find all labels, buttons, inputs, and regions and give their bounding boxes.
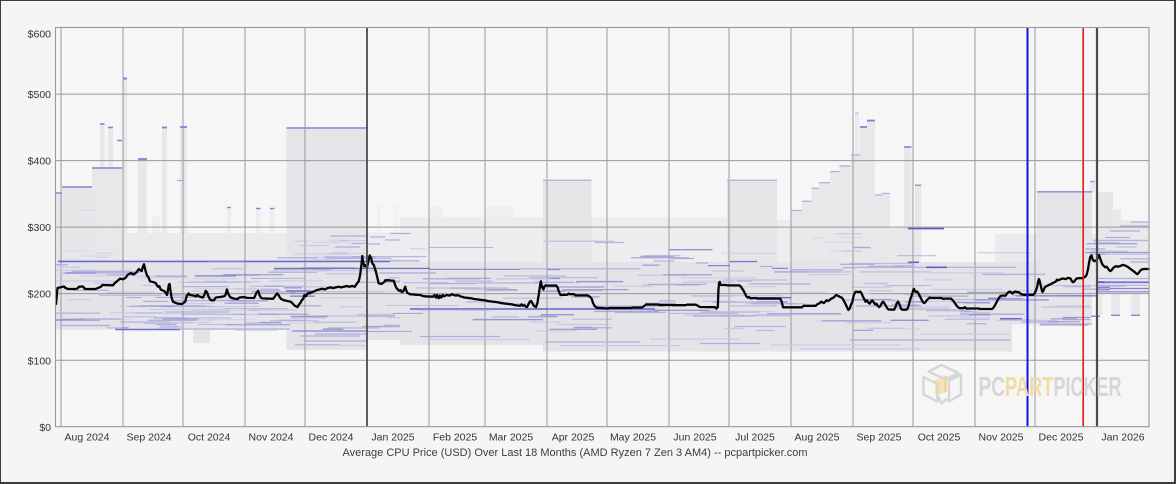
svg-text:Mar 2025: Mar 2025 <box>489 432 534 444</box>
svg-text:Oct 2025: Oct 2025 <box>918 432 961 444</box>
svg-text:Dec 2025: Dec 2025 <box>1039 432 1084 444</box>
svg-text:Nov 2025: Nov 2025 <box>979 432 1024 444</box>
svg-text:Aug 2024: Aug 2024 <box>65 432 110 444</box>
svg-text:Nov 2024: Nov 2024 <box>249 432 294 444</box>
svg-text:$600: $600 <box>28 28 52 40</box>
svg-text:$100: $100 <box>28 355 52 367</box>
svg-text:PC: PC <box>979 371 1006 402</box>
svg-text:Sep 2024: Sep 2024 <box>127 432 172 444</box>
svg-text:$0: $0 <box>39 422 51 434</box>
svg-text:Apr 2025: Apr 2025 <box>552 432 595 444</box>
svg-text:PART: PART <box>1005 371 1054 402</box>
svg-text:May 2025: May 2025 <box>610 432 656 444</box>
svg-text:Sep 2025: Sep 2025 <box>857 432 902 444</box>
svg-text:Jun 2025: Jun 2025 <box>673 432 716 444</box>
svg-text:PICKER: PICKER <box>1054 371 1122 402</box>
svg-text:Jan 2025: Jan 2025 <box>371 432 414 444</box>
svg-text:$500: $500 <box>28 89 52 101</box>
svg-text:Average CPU Price (USD) Over L: Average CPU Price (USD) Over Last 18 Mon… <box>342 447 807 459</box>
svg-text:Oct 2024: Oct 2024 <box>188 432 231 444</box>
svg-text:$400: $400 <box>28 156 52 168</box>
svg-text:$300: $300 <box>28 222 52 234</box>
svg-text:Jul 2025: Jul 2025 <box>735 432 775 444</box>
svg-text:Dec 2024: Dec 2024 <box>309 432 354 444</box>
svg-text:Feb 2025: Feb 2025 <box>433 432 478 444</box>
svg-text:$200: $200 <box>28 289 52 301</box>
svg-text:Jan 2026: Jan 2026 <box>1101 432 1144 444</box>
svg-text:Aug 2025: Aug 2025 <box>795 432 840 444</box>
